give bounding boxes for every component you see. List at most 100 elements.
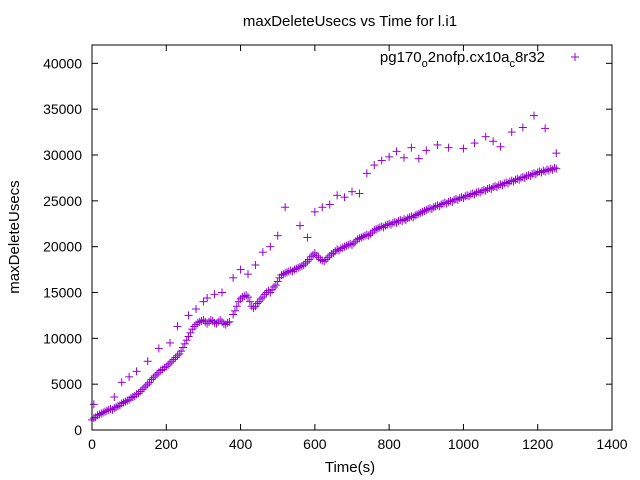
data-point <box>249 304 258 313</box>
data-point <box>403 214 412 223</box>
data-point <box>296 221 304 230</box>
data-point <box>333 245 342 254</box>
data-point <box>273 231 282 240</box>
data-point <box>138 385 147 394</box>
data-point <box>141 382 150 390</box>
data-point <box>340 242 349 251</box>
data-point <box>99 408 108 417</box>
data-point <box>544 166 553 175</box>
data-point <box>264 286 273 295</box>
data-point <box>290 265 299 274</box>
data-point <box>312 251 321 260</box>
y-tick-label: 25000 <box>43 193 82 209</box>
data-point <box>444 143 453 152</box>
data-point <box>541 167 550 176</box>
data-point <box>418 207 427 216</box>
data-point <box>370 226 379 235</box>
y-tick-label: 10000 <box>43 330 82 346</box>
data-point <box>491 182 499 191</box>
data-point <box>400 215 408 224</box>
data-point <box>173 322 182 331</box>
data-point <box>182 336 191 345</box>
data-point <box>377 156 386 165</box>
data-point <box>210 290 219 299</box>
x-tick-label: 800 <box>377 436 401 452</box>
data-point <box>348 240 356 249</box>
data-point <box>258 248 267 257</box>
data-point <box>171 353 180 362</box>
data-point <box>422 146 431 155</box>
data-point <box>149 373 158 382</box>
data-point <box>210 318 219 327</box>
x-tick-label: 400 <box>229 436 253 452</box>
data-point <box>203 319 212 328</box>
data-point <box>199 297 208 306</box>
data-point <box>359 232 368 241</box>
data-point <box>323 253 332 262</box>
data-point <box>102 406 111 415</box>
data-point <box>147 375 156 384</box>
data-point <box>366 229 375 238</box>
data-point <box>117 399 126 408</box>
data-point <box>392 147 401 156</box>
y-axis-label: maxDeleteUsecs <box>6 180 23 293</box>
data-point <box>355 189 364 198</box>
data-point <box>489 137 498 146</box>
data-point <box>301 259 310 268</box>
data-point <box>385 152 394 161</box>
data-point <box>266 242 275 251</box>
data-point <box>153 370 161 379</box>
data-point <box>407 143 416 152</box>
data-point <box>437 200 446 209</box>
data-point <box>236 265 245 274</box>
data-point <box>273 277 282 286</box>
data-point <box>414 209 423 218</box>
x-tick-label: 1400 <box>596 436 627 452</box>
x-tick-label: 1000 <box>448 436 479 452</box>
data-point <box>485 184 494 192</box>
data-point <box>192 305 200 313</box>
data-point <box>398 217 407 225</box>
data-point <box>331 247 340 256</box>
data-point <box>481 132 490 141</box>
data-point <box>374 224 382 233</box>
data-point <box>205 317 213 326</box>
data-point <box>95 410 104 419</box>
data-point <box>167 357 176 366</box>
legend-marker <box>571 53 579 61</box>
x-tick-label: 1200 <box>522 436 553 452</box>
data-point <box>353 235 362 244</box>
data-point <box>416 208 425 217</box>
data-point <box>362 230 371 239</box>
data-point <box>346 239 355 248</box>
data-point <box>407 212 416 221</box>
data-point <box>530 111 538 120</box>
data-point <box>310 207 319 216</box>
data-point <box>385 219 394 228</box>
data-point <box>184 311 193 320</box>
data-point <box>457 193 466 202</box>
data-point <box>349 239 358 247</box>
data-point <box>496 142 505 151</box>
legend-label-subscript-2: c <box>509 58 515 70</box>
data-point <box>232 302 241 311</box>
data-point <box>309 250 317 259</box>
data-point <box>199 316 208 324</box>
data-point <box>197 316 206 325</box>
data-point <box>294 263 303 272</box>
data-point <box>242 291 251 300</box>
data-point <box>229 310 238 319</box>
data-point <box>106 404 115 413</box>
y-tick-label: 5000 <box>51 376 82 392</box>
data-point <box>362 169 371 178</box>
x-tick-label: 0 <box>88 436 96 452</box>
data-point <box>229 273 238 282</box>
data-point <box>169 355 178 364</box>
y-tick-label: 20000 <box>43 239 82 255</box>
data-point <box>426 204 434 213</box>
data-point <box>112 403 121 412</box>
data-point <box>271 281 280 290</box>
legend-label-part-3: 8r32 <box>515 49 545 66</box>
